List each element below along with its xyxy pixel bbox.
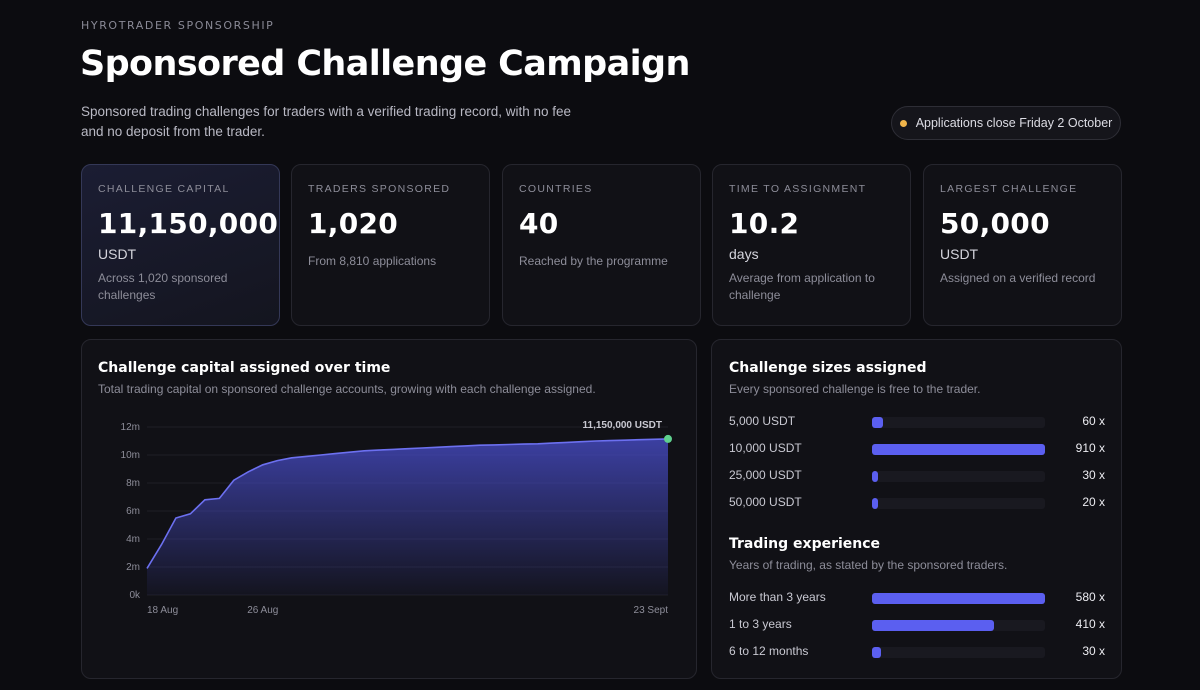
bar-track [872,593,1045,604]
bar-track [872,647,1045,658]
experience-row-count: 30 x [1082,644,1105,658]
bar-fill [872,620,995,631]
stat-value: 40 [519,207,559,240]
bar-fill [872,417,884,428]
experience-row: 1 to 3 years 410 x [729,615,1105,635]
size-row: 10,000 USDT 910 x [729,439,1105,459]
distribution-panel: Challenge sizes assigned Every sponsored… [711,339,1122,679]
size-row: 50,000 USDT 20 x [729,493,1105,513]
bar-fill [872,647,881,658]
stat-value: 11,150,000 [98,207,279,240]
stat-note: Reached by the programme [519,254,668,268]
size-row: 5,000 USDT 60 x [729,412,1105,432]
page-title: Sponsored Challenge Campaign [80,44,690,84]
status-dot-icon [899,119,907,127]
experience-row-label: 1 to 3 years [729,617,792,631]
bar-track [872,417,1045,428]
bar-fill [872,444,1045,455]
experience-section: Trading experience Years of trading, as … [729,536,1007,572]
x-tick-label: 18 Aug [147,605,178,616]
applications-notice-badge: Applications close Friday 2 October [891,106,1121,140]
experience-row: More than 3 years 580 x [729,588,1105,608]
experience-row-count: 580 x [1075,590,1105,604]
experience-title: Trading experience [729,536,881,552]
sizes-description: Every sponsored challenge is free to the… [729,382,981,396]
y-tick-label: 0k [129,590,141,601]
size-row-label: 10,000 USDT [729,441,802,455]
bar-fill [872,471,878,482]
capital-chart-description: Total trading capital on sponsored chall… [98,382,596,396]
stat-card-time-to-assignment: TIME TO ASSIGNMENT 10.2 days Average fro… [712,164,911,326]
y-tick-label: 2m [126,562,140,573]
stat-label: TRADERS SPONSORED [308,183,451,195]
bar-track [872,620,1045,631]
y-tick-label: 4m [126,534,140,545]
experience-row-label: 6 to 12 months [729,644,809,658]
bar-track [872,471,1045,482]
stat-note: Assigned on a verified record [940,271,1096,285]
stat-unit: days [729,246,759,262]
size-row-count: 910 x [1075,441,1105,455]
y-tick-label: 12m [121,422,140,433]
page-subtitle: Sponsored trading challenges for traders… [81,104,572,139]
stat-card-traders-sponsored: TRADERS SPONSORED 1,020 From 8,810 appli… [291,164,490,326]
stat-value: 50,000 [940,207,1050,240]
y-tick-label: 10m [121,450,140,461]
bar-track [872,444,1045,455]
y-tick-label: 6m [126,506,140,517]
capital-chart-panel: 11,150,000 USDT 0k 2m 4m 6m 8m 10m 12m 18 Aug 26… [81,339,697,679]
eyebrow-label: HYROTRADER SPONSORSHIP [81,19,275,32]
stat-label: COUNTRIES [519,183,593,195]
experience-row-count: 410 x [1075,617,1105,631]
y-tick-label: 8m [126,478,140,489]
size-row-count: 20 x [1082,495,1105,509]
x-tick-label: 23 Sept [634,605,669,616]
stat-label: LARGEST CHALLENGE [940,183,1078,195]
x-tick-label: 26 Aug [247,605,278,616]
bar-fill [872,593,1045,604]
capital-line [146,438,669,569]
stat-value: 10.2 [729,207,800,240]
capital-area [147,438,668,595]
experience-row-label: More than 3 years [729,590,826,604]
experience-row: 6 to 12 months 30 x [729,642,1105,662]
capital-chart: 11,150,000 USDT 0k 2m 4m 6m 8m 10m 12m 18 Aug 26… [121,420,672,616]
stat-label: CHALLENGE CAPITAL [98,183,230,195]
size-row-label: 25,000 USDT [729,468,802,482]
size-row-label: 50,000 USDT [729,495,802,509]
stat-note: Across 1,020 sponsored challenges [98,271,228,302]
size-row: 25,000 USDT 30 x [729,466,1105,486]
stat-note: From 8,810 applications [308,254,437,268]
size-row-count: 30 x [1082,468,1105,482]
stat-card-countries: COUNTRIES 40 Reached by the programme [502,164,701,326]
end-point-marker [664,434,672,443]
stat-value: 1,020 [308,207,399,240]
experience-description: Years of trading, as stated by the spons… [729,558,1008,572]
bar-fill [872,498,878,509]
stat-unit: USDT [98,246,137,262]
bar-track [872,498,1045,509]
stat-note: Average from application to challenge [729,271,875,302]
stat-label: TIME TO ASSIGNMENT [729,183,867,195]
end-value-label: 11,150,000 USDT [583,420,663,431]
size-row-label: 5,000 USDT [729,414,796,428]
stat-unit: USDT [940,246,979,262]
stat-card-largest-challenge: LARGEST CHALLENGE 50,000 USDT Assigned o… [923,164,1122,326]
sizes-title: Challenge sizes assigned [729,360,927,376]
size-row-count: 60 x [1082,414,1105,428]
stat-card-challenge-capital: CHALLENGE CAPITAL 11,150,000 USDT Across… [81,164,280,326]
capital-chart-title: Challenge capital assigned over time [98,360,391,376]
applications-notice-text: Applications close Friday 2 October [915,116,1113,130]
